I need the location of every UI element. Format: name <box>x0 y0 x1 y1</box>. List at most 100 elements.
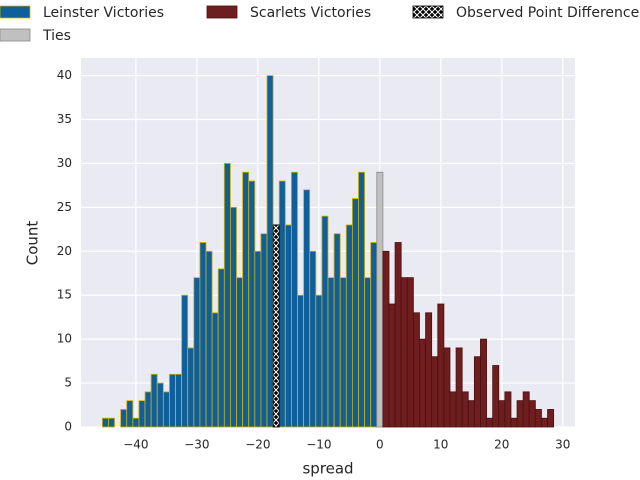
histogram-bar <box>211 312 219 428</box>
y-tick-label: 40 <box>57 68 72 82</box>
histogram-bar <box>309 250 317 428</box>
histogram-bar <box>486 417 494 428</box>
legend-label: Ties <box>42 28 71 44</box>
x-tick-label: 0 <box>376 438 384 452</box>
histogram-bar <box>528 400 536 428</box>
legend-swatch <box>0 28 31 42</box>
legend-swatch <box>412 5 444 19</box>
x-axis-label: spread <box>302 460 353 478</box>
histogram-bar <box>297 294 305 428</box>
histogram-bar <box>498 400 506 428</box>
histogram-bar <box>278 180 286 428</box>
histogram-bar <box>473 356 481 428</box>
x-tick-label: 20 <box>494 438 509 452</box>
histogram-bar <box>108 417 115 428</box>
histogram-bar <box>144 391 152 428</box>
histogram-bar <box>327 277 335 428</box>
y-tick-label: 5 <box>64 376 72 390</box>
legend-swatch <box>206 5 238 19</box>
y-tick-label: 15 <box>57 288 72 302</box>
histogram-bar <box>351 198 359 428</box>
y-tick-label: 30 <box>57 156 72 170</box>
histogram-bar <box>138 400 146 428</box>
histogram-bar <box>156 382 164 428</box>
histogram-bar <box>248 180 256 428</box>
histogram-bar <box>504 391 512 428</box>
histogram-bar <box>516 400 524 428</box>
y-tick-label: 25 <box>57 200 72 214</box>
legend-label: Observed Point Difference <box>456 5 639 21</box>
histogram-bar <box>150 373 158 428</box>
histogram-bar <box>431 356 439 428</box>
histogram-bar <box>522 391 530 428</box>
x-tick-label: −10 <box>306 438 331 452</box>
histogram-bar <box>339 277 347 428</box>
histogram-bar <box>321 215 329 428</box>
y-tick-label: 20 <box>57 244 72 258</box>
histogram-bar <box>541 417 548 428</box>
histogram-bar <box>412 312 420 428</box>
legend-label: Leinster Victories <box>43 5 164 21</box>
histogram-bar <box>162 391 170 428</box>
legend-label: Scarlets Victories <box>250 5 371 21</box>
histogram-bar <box>400 277 408 428</box>
x-tick-label: −20 <box>245 438 270 452</box>
histogram-bar <box>303 189 311 428</box>
histogram-bar <box>260 233 268 428</box>
histogram-bar <box>126 400 134 428</box>
histogram-bar <box>510 417 518 428</box>
histogram-bar <box>364 277 372 428</box>
histogram-bar <box>217 268 225 428</box>
x-tick-label: 30 <box>555 438 570 452</box>
histogram-bar <box>419 338 426 428</box>
histogram-bar <box>534 409 542 428</box>
legend-swatch <box>0 5 31 19</box>
histogram-bar <box>376 171 384 428</box>
histogram-bar <box>120 409 128 428</box>
histogram-bar <box>406 277 414 428</box>
histogram-bar <box>345 224 353 428</box>
histogram-bar <box>175 373 183 428</box>
histogram-bar <box>291 171 298 428</box>
x-tick-label: −40 <box>123 438 148 452</box>
histogram-bar <box>315 294 323 428</box>
histogram-bar <box>284 224 292 428</box>
histogram-bar <box>449 391 457 428</box>
y-tick-label: 0 <box>64 420 72 434</box>
histogram-bar <box>101 417 109 428</box>
histogram-bar <box>480 338 487 428</box>
histogram-bar <box>205 250 213 428</box>
histogram-bar <box>132 417 140 428</box>
histogram-bar <box>199 242 207 428</box>
histogram-bar <box>242 171 250 428</box>
histogram-bar <box>358 171 365 428</box>
histogram-bar <box>230 206 237 428</box>
histogram-bar <box>388 303 396 428</box>
histogram-bar <box>425 312 433 428</box>
histogram-bar <box>272 224 280 428</box>
histogram-bar <box>333 233 341 428</box>
x-tick-label: −30 <box>184 438 209 452</box>
histogram-bar <box>181 294 189 428</box>
y-tick-label: 35 <box>57 112 72 126</box>
histogram-bar <box>187 347 195 428</box>
histogram-bar <box>461 391 469 428</box>
histogram-bar <box>382 250 390 428</box>
y-tick-label: 10 <box>57 332 72 346</box>
histogram-bar <box>236 277 244 428</box>
x-tick-label: 10 <box>433 438 448 452</box>
histogram-bar <box>394 242 402 428</box>
histogram-bar <box>455 347 463 428</box>
histogram-bar <box>266 75 274 428</box>
histogram-bar <box>443 347 451 428</box>
histogram-bar <box>223 163 231 428</box>
histogram-bar <box>437 303 445 428</box>
histogram-bar <box>193 277 201 428</box>
histogram-bar <box>467 400 475 428</box>
histogram-bar <box>169 373 176 428</box>
histogram-bar <box>547 409 555 428</box>
histogram-bar <box>492 365 500 428</box>
y-axis-label: Count <box>24 221 42 266</box>
histogram-bar <box>254 250 262 428</box>
